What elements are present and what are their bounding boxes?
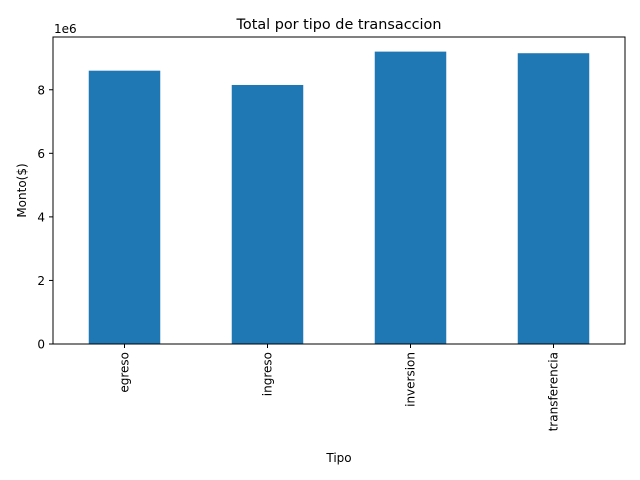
bar-transferencia: [517, 53, 590, 345]
bar-egreso: [88, 70, 161, 344]
x-tick-label: egreso: [118, 352, 132, 393]
x-tick-label: inversion: [404, 352, 418, 407]
bar-ingreso: [231, 84, 304, 345]
y-axis-label: Monto($): [15, 163, 29, 217]
y-tick-label: 6: [37, 147, 45, 161]
y-tick-label: 0: [37, 338, 45, 352]
y-tick-label: 8: [37, 83, 45, 97]
bars-group: [88, 51, 590, 345]
x-axis-label: Tipo: [325, 451, 351, 465]
x-tick-label: ingreso: [261, 352, 275, 396]
x-axis: egreso ingreso inversion transferencia: [118, 344, 561, 431]
bar-inversion: [374, 51, 447, 345]
y-axis-offset-label: 1e6: [54, 22, 77, 36]
chart-title: Total por tipo de transaccion: [236, 17, 442, 33]
x-tick-label: transferencia: [547, 352, 561, 431]
y-tick-label: 4: [37, 210, 45, 224]
y-axis: 0 2 4 6 8: [37, 83, 53, 352]
y-tick-label: 2: [37, 274, 45, 288]
plot-frame: [52, 36, 626, 345]
